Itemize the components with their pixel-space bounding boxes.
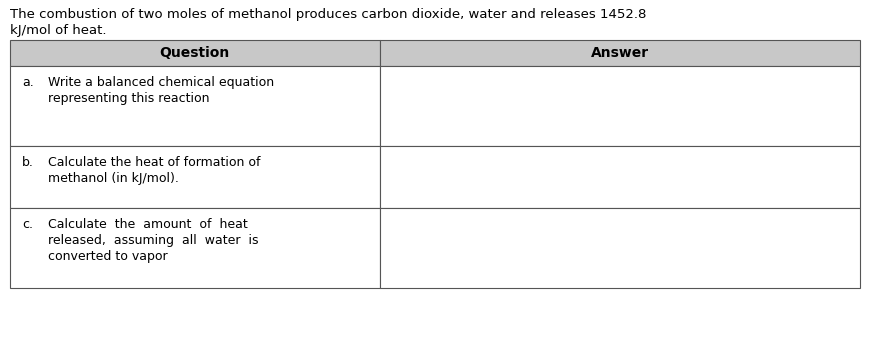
Text: Answer: Answer bbox=[590, 46, 648, 60]
Bar bbox=[10, 40, 379, 66]
Text: c.: c. bbox=[22, 218, 33, 231]
Text: Question: Question bbox=[160, 46, 229, 60]
Text: b.: b. bbox=[22, 156, 34, 169]
Text: Write a balanced chemical equation: Write a balanced chemical equation bbox=[48, 76, 274, 89]
Bar bbox=[10, 146, 379, 208]
Bar bbox=[379, 40, 859, 66]
Text: Calculate the heat of formation of: Calculate the heat of formation of bbox=[48, 156, 260, 169]
Text: kJ/mol of heat.: kJ/mol of heat. bbox=[10, 24, 106, 37]
Bar bbox=[10, 66, 379, 146]
Text: converted to vapor: converted to vapor bbox=[48, 250, 168, 263]
Bar bbox=[379, 66, 859, 146]
Text: Calculate  the  amount  of  heat: Calculate the amount of heat bbox=[48, 218, 248, 231]
Text: released,  assuming  all  water  is: released, assuming all water is bbox=[48, 234, 258, 247]
Text: The combustion of two moles of methanol produces carbon dioxide, water and relea: The combustion of two moles of methanol … bbox=[10, 8, 646, 21]
Bar bbox=[379, 208, 859, 288]
Text: methanol (in kJ/mol).: methanol (in kJ/mol). bbox=[48, 172, 179, 185]
Bar bbox=[10, 208, 379, 288]
Bar bbox=[379, 146, 859, 208]
Text: representing this reaction: representing this reaction bbox=[48, 92, 209, 105]
Text: a.: a. bbox=[22, 76, 34, 89]
